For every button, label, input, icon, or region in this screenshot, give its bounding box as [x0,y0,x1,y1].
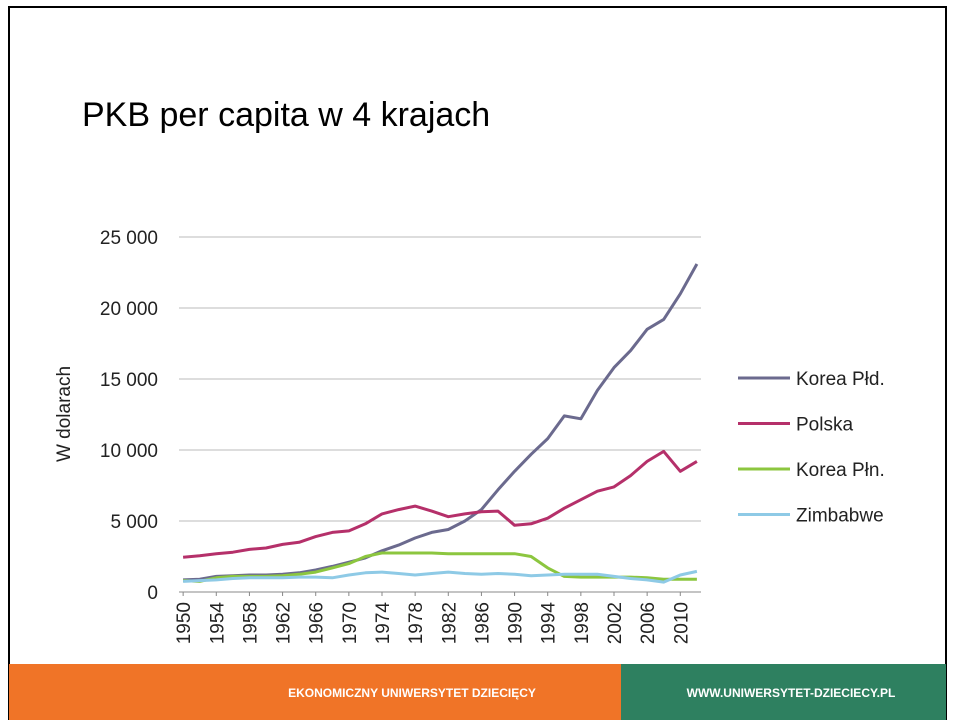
legend-label: Polska [796,415,853,436]
x-tick-label: 2010 [671,602,692,644]
y-tick-label: 5 000 [110,512,158,533]
x-tick-label: 1966 [307,602,328,644]
y-tick-label: 20 000 [100,299,158,320]
x-tick-label: 2002 [605,602,626,644]
footer-right [621,664,946,720]
x-tick-label: 2006 [638,602,659,644]
footer-right-text: WWW.UNIWERSYTET-DZIECIECY.PL [687,686,896,700]
y-tick-label: 15 000 [100,370,158,391]
x-tick-label: 1978 [406,602,427,644]
y-tick-label: 10 000 [100,441,158,462]
legend-label: Korea Płn. [796,460,885,481]
x-tick-label: 1950 [174,602,195,644]
footer-left [9,664,621,720]
x-tick-label: 1962 [274,602,295,644]
legend-label: Korea Płd. [796,369,885,390]
x-tick-label: 1986 [472,602,493,644]
slide-border [8,6,947,720]
x-tick-label: 1998 [572,602,593,644]
line-series [183,569,698,584]
chart-title: PKB per capita w 4 krajach [82,96,490,134]
x-tick-label: 1974 [373,602,394,645]
y-tick-label: 25 000 [100,228,158,249]
x-tick-label: 1994 [539,602,560,645]
footer-left-text: EKONOMICZNY UNIWERSYTET DZIECIĘCY [288,686,536,700]
y-axis-label: W dolarach [54,366,75,462]
x-tick-label: 1958 [240,602,261,644]
x-tick-label: 1954 [207,602,228,645]
x-tick-label: 1990 [506,602,527,644]
y-tick-label: 0 [147,583,158,604]
x-tick-label: 1982 [439,602,460,644]
x-tick-label: 1970 [340,602,361,644]
line-series [182,449,698,559]
legend-label: Zimbabwe [796,506,884,527]
